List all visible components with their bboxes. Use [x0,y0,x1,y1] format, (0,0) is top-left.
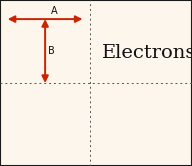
Text: A: A [51,6,58,16]
Text: Electrons: Electrons [102,44,192,62]
Text: B: B [48,46,55,56]
